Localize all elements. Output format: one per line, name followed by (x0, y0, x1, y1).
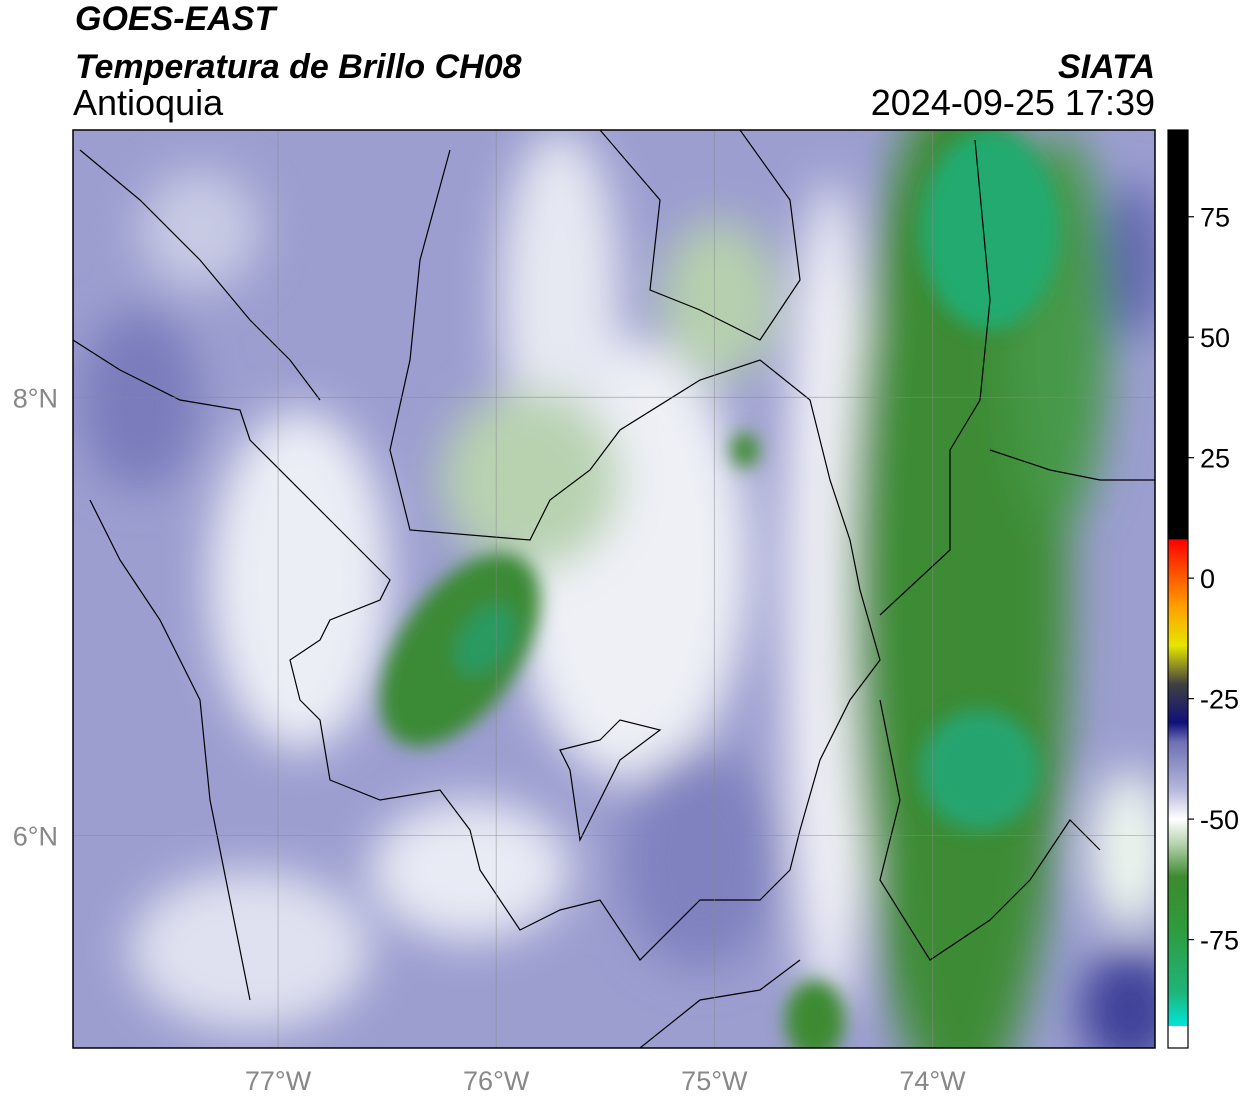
satellite-image (73, 130, 1155, 1048)
timestamp: 2024-09-25 17:39 (871, 82, 1155, 123)
lon-tick-label: 76°W (463, 1066, 530, 1096)
lon-tick-label: 77°W (245, 1066, 312, 1096)
colorbar-tick-label: 0 (1200, 564, 1215, 594)
colorbar-tick-label: 50 (1200, 323, 1230, 353)
colorbar-tick-label: 75 (1200, 203, 1230, 233)
colorbar (1167, 129, 1189, 1049)
title: GOES-EAST (75, 0, 278, 38)
lat-tick-label: 6°N (13, 821, 58, 851)
source: SIATA (1058, 48, 1155, 86)
region: Antioquia (73, 82, 224, 123)
colorbar-tick-label: 25 (1200, 444, 1230, 474)
map-frame (72, 129, 1156, 1049)
colorbar-tick-label: -75 (1200, 926, 1239, 956)
boundaries (73, 130, 1155, 1048)
colorbar-tick-label: -50 (1200, 805, 1239, 835)
lon-tick-label: 75°W (681, 1066, 748, 1096)
lon-tick-label: 74°W (899, 1066, 966, 1096)
colorbar-tick-label: -25 (1200, 685, 1239, 715)
lat-tick-label: 8°N (13, 383, 58, 413)
subtitle: Temperatura de Brillo CH08 (75, 48, 522, 86)
